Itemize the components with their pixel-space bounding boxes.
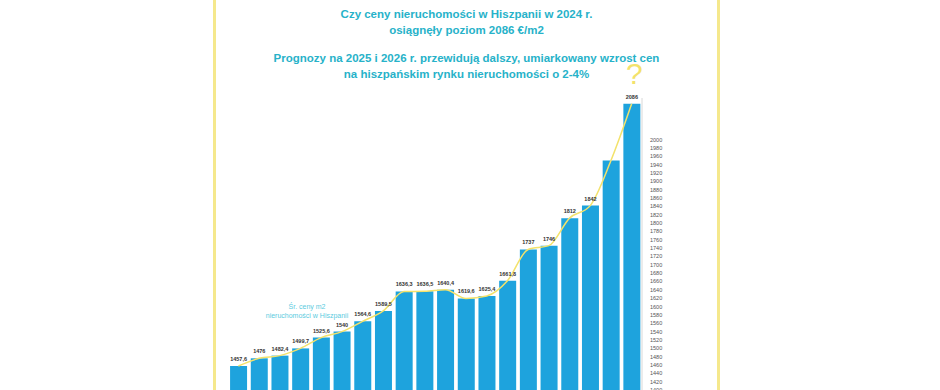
svg-text:1980: 1980 <box>650 145 662 151</box>
svg-text:1440: 1440 <box>650 370 662 376</box>
svg-text:1820: 1820 <box>650 212 662 218</box>
svg-text:1960: 1960 <box>650 153 662 159</box>
svg-text:1737: 1737 <box>522 239 534 245</box>
svg-text:1589,5: 1589,5 <box>375 301 392 307</box>
svg-text:1500: 1500 <box>650 345 662 351</box>
svg-text:1620: 1620 <box>650 295 662 301</box>
svg-text:1660: 1660 <box>650 278 662 284</box>
svg-text:1680: 1680 <box>650 270 662 276</box>
svg-text:1520: 1520 <box>650 337 662 343</box>
svg-text:1636,3: 1636,3 <box>396 281 413 287</box>
svg-text:1564,6: 1564,6 <box>354 311 371 317</box>
svg-text:1661,8: 1661,8 <box>499 271 516 277</box>
svg-text:1940: 1940 <box>650 162 662 168</box>
svg-text:1636,5: 1636,5 <box>416 281 433 287</box>
svg-text:1460: 1460 <box>650 362 662 368</box>
svg-text:1920: 1920 <box>650 170 662 176</box>
svg-text:1625,4: 1625,4 <box>479 286 497 292</box>
svg-text:1780: 1780 <box>650 228 662 234</box>
svg-text:1700: 1700 <box>650 262 662 268</box>
svg-text:1880: 1880 <box>650 187 662 193</box>
svg-text:1746: 1746 <box>543 236 555 242</box>
svg-text:1812: 1812 <box>564 208 576 214</box>
svg-text:2000: 2000 <box>650 137 662 143</box>
svg-text:1476: 1476 <box>253 348 265 354</box>
svg-text:1482,4: 1482,4 <box>272 346 290 352</box>
html-text:Śr. ceny m2 nieruchomości w Hi: Śr. ceny m2 nieruchomości w Hiszpanii <box>265 303 349 319</box>
svg-text:1540: 1540 <box>336 322 348 328</box>
svg-text:1480: 1480 <box>650 354 662 360</box>
svg-text:1525,6: 1525,6 <box>313 328 330 334</box>
svg-text:1860: 1860 <box>650 195 662 201</box>
svg-text:2086: 2086 <box>626 94 638 100</box>
svg-text:1420: 1420 <box>650 379 662 385</box>
svg-text:1760: 1760 <box>650 237 662 243</box>
svg-text:1619,6: 1619,6 <box>458 288 475 294</box>
svg-text:1640: 1640 <box>650 287 662 293</box>
svg-text:1900: 1900 <box>650 178 662 184</box>
svg-text:1840: 1840 <box>650 203 662 209</box>
svg-text:1740: 1740 <box>650 245 662 251</box>
html-text:Czy ceny nieruchomości w Hiszp: Czy ceny nieruchomości w Hiszpanii w 202… <box>340 8 593 36</box>
svg-text:1640,4: 1640,4 <box>437 280 455 286</box>
svg-text:1600: 1600 <box>650 304 662 310</box>
svg-text:1580: 1580 <box>650 312 662 318</box>
svg-text:1720: 1720 <box>650 253 662 259</box>
svg-text:1800: 1800 <box>650 220 662 226</box>
svg-text:1499,7: 1499,7 <box>292 338 309 344</box>
svg-text:1540: 1540 <box>650 329 662 335</box>
svg-text:1400: 1400 <box>650 387 662 390</box>
svg-text:1842: 1842 <box>584 196 596 202</box>
svg-text:1560: 1560 <box>650 320 662 326</box>
html-text:Prognozy na 2025 i 2026 r. prz: Prognozy na 2025 i 2026 r. przewidują da… <box>273 52 660 80</box>
svg-text:1457,6: 1457,6 <box>230 356 247 362</box>
